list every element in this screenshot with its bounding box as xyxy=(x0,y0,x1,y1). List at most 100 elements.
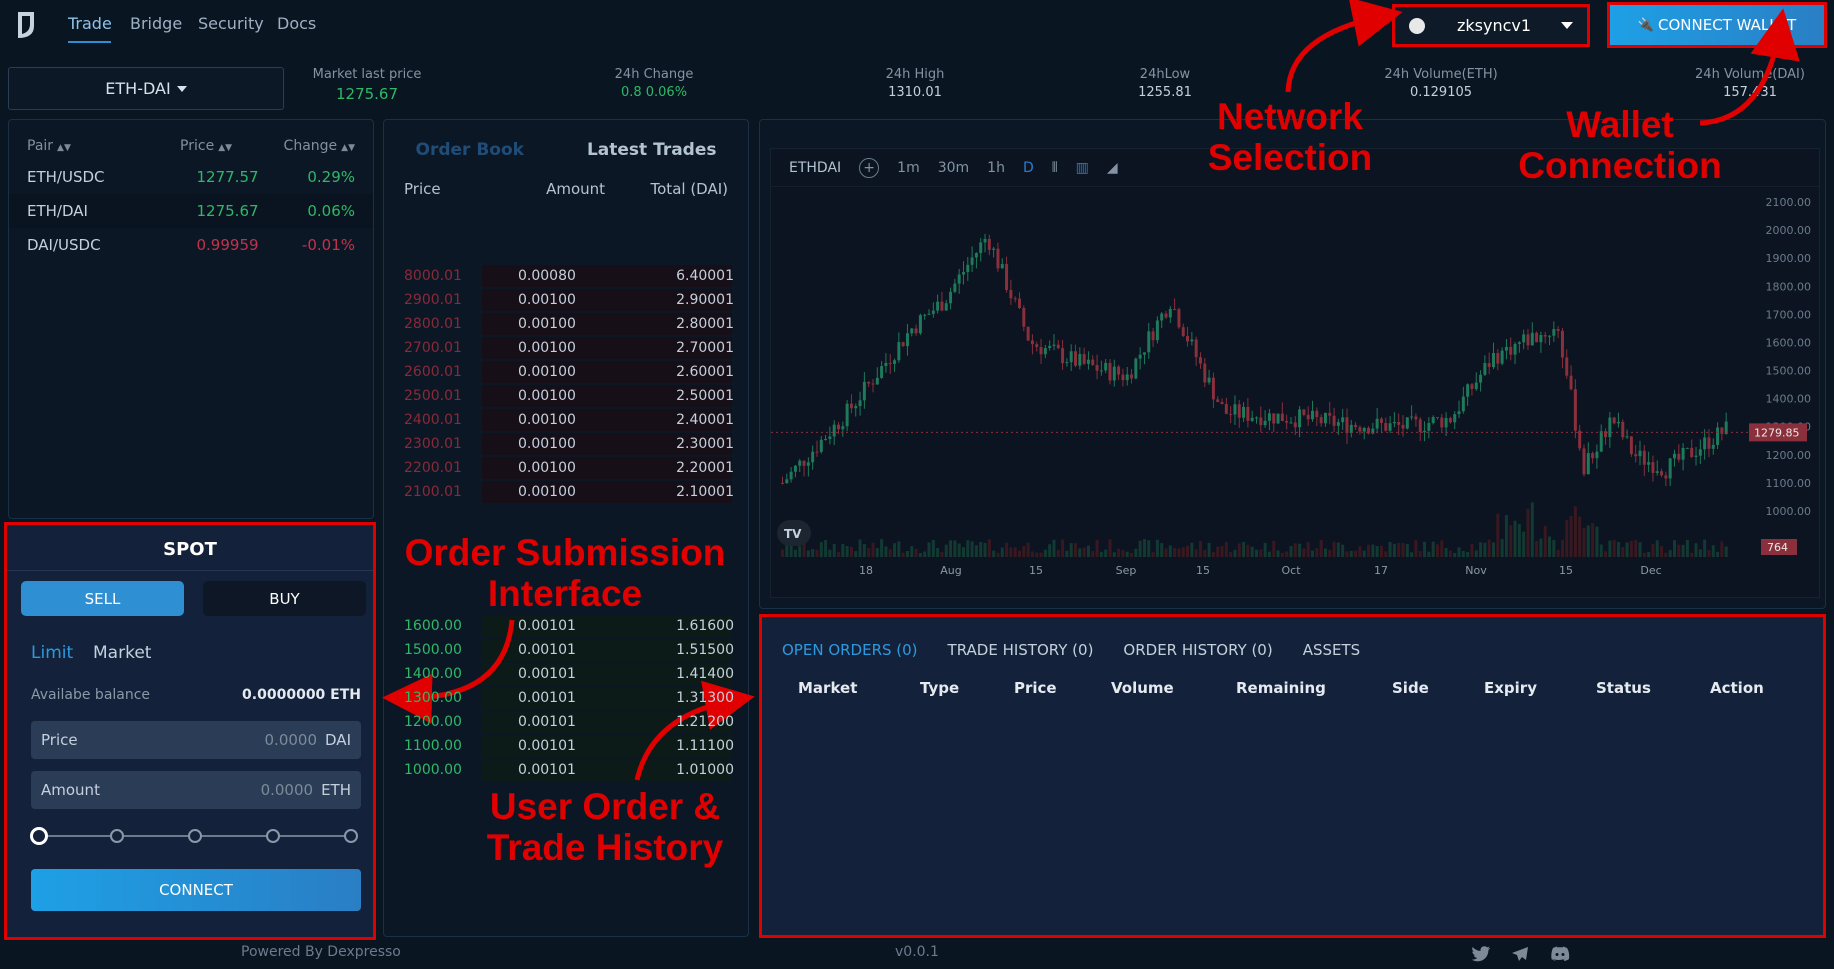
volume-bar xyxy=(1707,549,1711,557)
discord-icon[interactable] xyxy=(1550,946,1570,962)
tab-trade-history[interactable]: TRADE HISTORY (0) xyxy=(947,641,1094,659)
tab-latest-trades[interactable]: Latest Trades xyxy=(586,140,717,160)
interval-30m[interactable]: 30m xyxy=(937,159,970,176)
ask-row[interactable]: 2300.01 0.00100 2.30001 xyxy=(404,432,734,456)
nav-bridge[interactable]: Bridge xyxy=(130,14,183,33)
candle xyxy=(1492,353,1495,368)
tab-open-orders[interactable]: OPEN ORDERS (0) xyxy=(782,641,918,659)
tab-market[interactable]: Market xyxy=(93,643,152,663)
connect-wallet-button[interactable]: 🔌 CONNECT WALLET xyxy=(1607,2,1827,48)
candle xyxy=(1069,351,1073,363)
dexpresso-logo[interactable] xyxy=(12,10,38,40)
sort-icon: ▲▼ xyxy=(57,143,71,153)
bid-row[interactable]: 1000.00 0.00101 1.01000 xyxy=(404,758,734,782)
twitter-icon[interactable] xyxy=(1471,946,1491,962)
tab-order-book[interactable]: Order Book xyxy=(415,140,524,160)
slider-mark-50[interactable] xyxy=(188,829,202,843)
candle xyxy=(1280,413,1284,422)
candle xyxy=(1319,417,1323,424)
volume-bar xyxy=(1479,542,1483,557)
nav-security[interactable]: Security xyxy=(198,14,264,33)
nav-docs[interactable]: Docs xyxy=(277,14,317,33)
area-icon[interactable]: ◢ xyxy=(1106,159,1118,176)
col-label: Price xyxy=(180,138,215,154)
volume-bar xyxy=(1444,548,1448,557)
volume-bar xyxy=(931,539,935,557)
tradingview-logo[interactable] xyxy=(777,520,811,546)
pair-selector[interactable]: ETH-DAI xyxy=(8,67,284,110)
bid-row[interactable]: 1200.00 0.00101 1.21200 xyxy=(404,710,734,734)
chart-symbol[interactable]: ETHDAI xyxy=(789,159,842,176)
volume-bar xyxy=(1302,548,1306,557)
volume-bar xyxy=(1423,541,1427,557)
tradingview-chart[interactable]: ETHDAI + 1m 30m 1h D ⫴ ▥ ◢ 2100.00 2000.0… xyxy=(770,148,1820,598)
pair-row[interactable]: ETH/USDC 1277.57 0.29% xyxy=(9,160,373,194)
bid-row[interactable]: 1100.00 0.00101 1.11100 xyxy=(404,734,734,758)
pair-row[interactable]: ETH/DAI 1275.67 0.06% xyxy=(9,194,373,228)
ask-row[interactable]: 2500.01 0.00100 2.50001 xyxy=(404,384,734,408)
candle xyxy=(944,303,948,311)
sell-button[interactable]: SELL xyxy=(21,581,184,616)
ask-row[interactable]: 2400.01 0.00100 2.40001 xyxy=(404,408,734,432)
volume-bar xyxy=(845,546,849,557)
interval-d[interactable]: D xyxy=(1022,159,1034,176)
pairs-col-change[interactable]: Change ▲▼ xyxy=(259,138,355,154)
ask-row[interactable]: 2200.01 0.00100 2.20001 xyxy=(404,456,734,480)
connect-button[interactable]: CONNECT xyxy=(31,869,361,911)
tab-limit[interactable]: Limit xyxy=(31,643,74,663)
annotation-order-submission: Order Submission Interface xyxy=(390,532,740,614)
buy-button[interactable]: BUY xyxy=(203,581,366,616)
interval-1m[interactable]: 1m xyxy=(897,159,920,176)
tab-order-history[interactable]: ORDER HISTORY (0) xyxy=(1123,641,1273,659)
ask-row[interactable]: 8000.01 0.00080 6.40001 xyxy=(404,264,734,288)
candle-style-icon[interactable]: ⫴ xyxy=(1051,159,1058,176)
price-input[interactable]: Price 0.0000 DAI xyxy=(31,721,361,759)
price-tick: 1400.00 xyxy=(1766,393,1812,406)
candle xyxy=(1336,422,1340,426)
bid-row[interactable]: 1400.00 0.00101 1.41400 xyxy=(404,662,734,686)
candle xyxy=(837,424,841,430)
amount-slider[interactable] xyxy=(30,827,358,845)
network-select[interactable]: zksyncv1 xyxy=(1392,4,1590,47)
pair-change: 0.06% xyxy=(307,202,355,220)
book-total: 2.90001 xyxy=(676,292,734,308)
ask-row[interactable]: 2600.01 0.00100 2.60001 xyxy=(404,360,734,384)
bid-row[interactable]: 1600.00 0.00101 1.61600 xyxy=(404,614,734,638)
amount-input[interactable]: Amount 0.0000 ETH xyxy=(31,771,361,809)
bid-row[interactable]: 1300.00 0.00101 1.31300 xyxy=(404,686,734,710)
interval-1h[interactable]: 1h xyxy=(987,159,1005,176)
candle xyxy=(1022,308,1026,327)
slider-mark-25[interactable] xyxy=(110,829,124,843)
add-symbol-icon[interactable]: + xyxy=(859,157,880,178)
slider-mark-75[interactable] xyxy=(266,829,280,843)
pairs-col-price[interactable]: Price ▲▼ xyxy=(150,138,259,154)
candle xyxy=(979,242,983,254)
nav-trade[interactable]: Trade xyxy=(68,14,112,33)
pairs-col-pair[interactable]: Pair ▲▼ xyxy=(27,138,150,154)
slider-handle[interactable] xyxy=(30,827,48,845)
tab-assets[interactable]: ASSETS xyxy=(1302,641,1361,659)
candle xyxy=(1698,449,1702,456)
candle xyxy=(987,238,991,250)
volume-bar xyxy=(1647,551,1651,557)
ask-row[interactable]: 2800.01 0.00100 2.80001 xyxy=(404,312,734,336)
book-price: 8000.01 xyxy=(404,268,462,284)
volume-bar xyxy=(1160,543,1164,557)
ask-row[interactable]: 2900.01 0.00100 2.90001 xyxy=(404,288,734,312)
candle xyxy=(1074,351,1078,366)
volume-bar xyxy=(1565,520,1569,557)
candle xyxy=(1043,348,1047,355)
volume-bar xyxy=(1250,546,1254,557)
pair-price: 1275.67 xyxy=(196,202,259,220)
volume-bar xyxy=(1328,550,1332,557)
pair-row[interactable]: DAI/USDC 0.99959 -0.01% xyxy=(9,228,373,262)
volume-label: 764 xyxy=(1767,541,1788,554)
volume-bar xyxy=(1483,542,1487,557)
candle xyxy=(1190,339,1194,342)
bars-icon[interactable]: ▥ xyxy=(1075,159,1089,176)
telegram-icon[interactable] xyxy=(1511,946,1529,962)
bid-row[interactable]: 1500.00 0.00101 1.51500 xyxy=(404,638,734,662)
ask-row[interactable]: 2700.01 0.00100 2.70001 xyxy=(404,336,734,360)
slider-mark-100[interactable] xyxy=(344,829,358,843)
ask-row[interactable]: 2100.01 0.00100 2.10001 xyxy=(404,480,734,504)
